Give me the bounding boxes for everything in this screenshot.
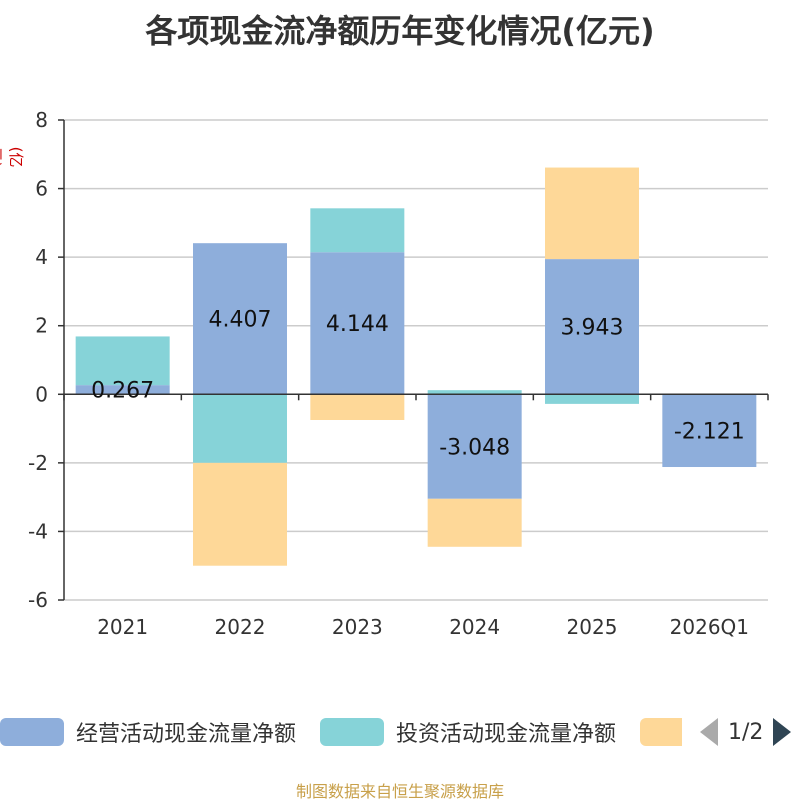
y-tick-label: -6: [28, 588, 48, 612]
legend-label-investing: 投资活动现金流量净额: [396, 722, 617, 747]
data-label-2021: 0.267: [91, 379, 154, 404]
legend-pager: 1/2: [700, 712, 792, 752]
data-label-2023: 4.144: [326, 312, 389, 337]
y-tick-label: 4: [35, 245, 48, 269]
bar-2026Q1-s0: [662, 394, 757, 468]
bar-2022-s0: [193, 243, 287, 395]
bar-2021-s0: [75, 385, 170, 395]
bar-group: [75, 167, 757, 566]
data-label-2025: 3.943: [561, 316, 624, 341]
y-tick-label: -4: [28, 519, 48, 543]
x-tick-label: 2021: [97, 615, 148, 639]
bar-2023-s2: [310, 394, 405, 420]
legend: 经营活动现金流量净额 投资活动现金流量净额 1/2: [0, 712, 800, 752]
legend-item-investing[interactable]: 投资活动现金流量净额: [320, 712, 616, 752]
bar-2023-s1: [310, 208, 405, 253]
data-labels: 0.267 4.407 4.144 -3.048 3.943 -2.121: [91, 308, 745, 461]
bar-2025-s2: [545, 167, 639, 260]
y-tick-label: -2: [28, 451, 48, 475]
bar-2025-s0: [545, 259, 639, 395]
bar-2023-s0: [310, 252, 405, 395]
x-tick-label: 2025: [567, 615, 618, 639]
bar-2022-s2: [193, 462, 287, 566]
legend-swatch-operating: [0, 718, 64, 746]
axes: -6 -4 -2 0 2 4 6 8 2021 2022 2023 2024 2025 2026Q1: [28, 108, 769, 639]
data-label-2022: 4.407: [209, 308, 272, 333]
x-tick-label: 2023: [332, 615, 383, 639]
y-tick-label: 6: [35, 177, 48, 201]
bar-chart: -6 -4 -2 0 2 4 6 8 2021 2022 2023 2024 2025 2026Q1 0.…: [28, 108, 769, 639]
bar-2022-s1: [193, 394, 287, 463]
legend-next-icon[interactable]: [773, 718, 792, 746]
x-tick-label: 2026Q1: [670, 615, 749, 639]
y-tick-label: 2: [35, 314, 48, 338]
data-label-2024: -3.048: [439, 436, 510, 461]
bar-2025-s1: [545, 394, 639, 404]
bar-2024-s2: [427, 498, 522, 547]
x-tick-label: 2022: [215, 615, 266, 639]
legend-swatch-financing: [640, 718, 682, 746]
data-label-2026Q1: -2.121: [674, 420, 745, 445]
data-source: 制图数据来自恒生聚源数据库: [295, 782, 504, 801]
bar-2024-s0: [427, 394, 522, 499]
y-tick-label: 8: [35, 108, 48, 132]
legend-prev-icon[interactable]: [700, 718, 718, 746]
bar-2024-s1: [427, 390, 522, 395]
x-tick-label: 2024: [449, 615, 500, 639]
legend-item-operating[interactable]: 经营活动现金流量净额: [0, 712, 296, 752]
bar-2021-s1: [75, 336, 170, 386]
legend-item-financing[interactable]: [640, 712, 682, 752]
chart-title: 各项现金流净额历年变化情况(亿元): [145, 12, 655, 50]
y-tick-label: 0: [35, 382, 48, 406]
legend-swatch-investing: [320, 718, 384, 746]
legend-page-indicator: 1/2: [728, 719, 764, 745]
legend-label-operating: 经营活动现金流量净额: [76, 722, 297, 747]
